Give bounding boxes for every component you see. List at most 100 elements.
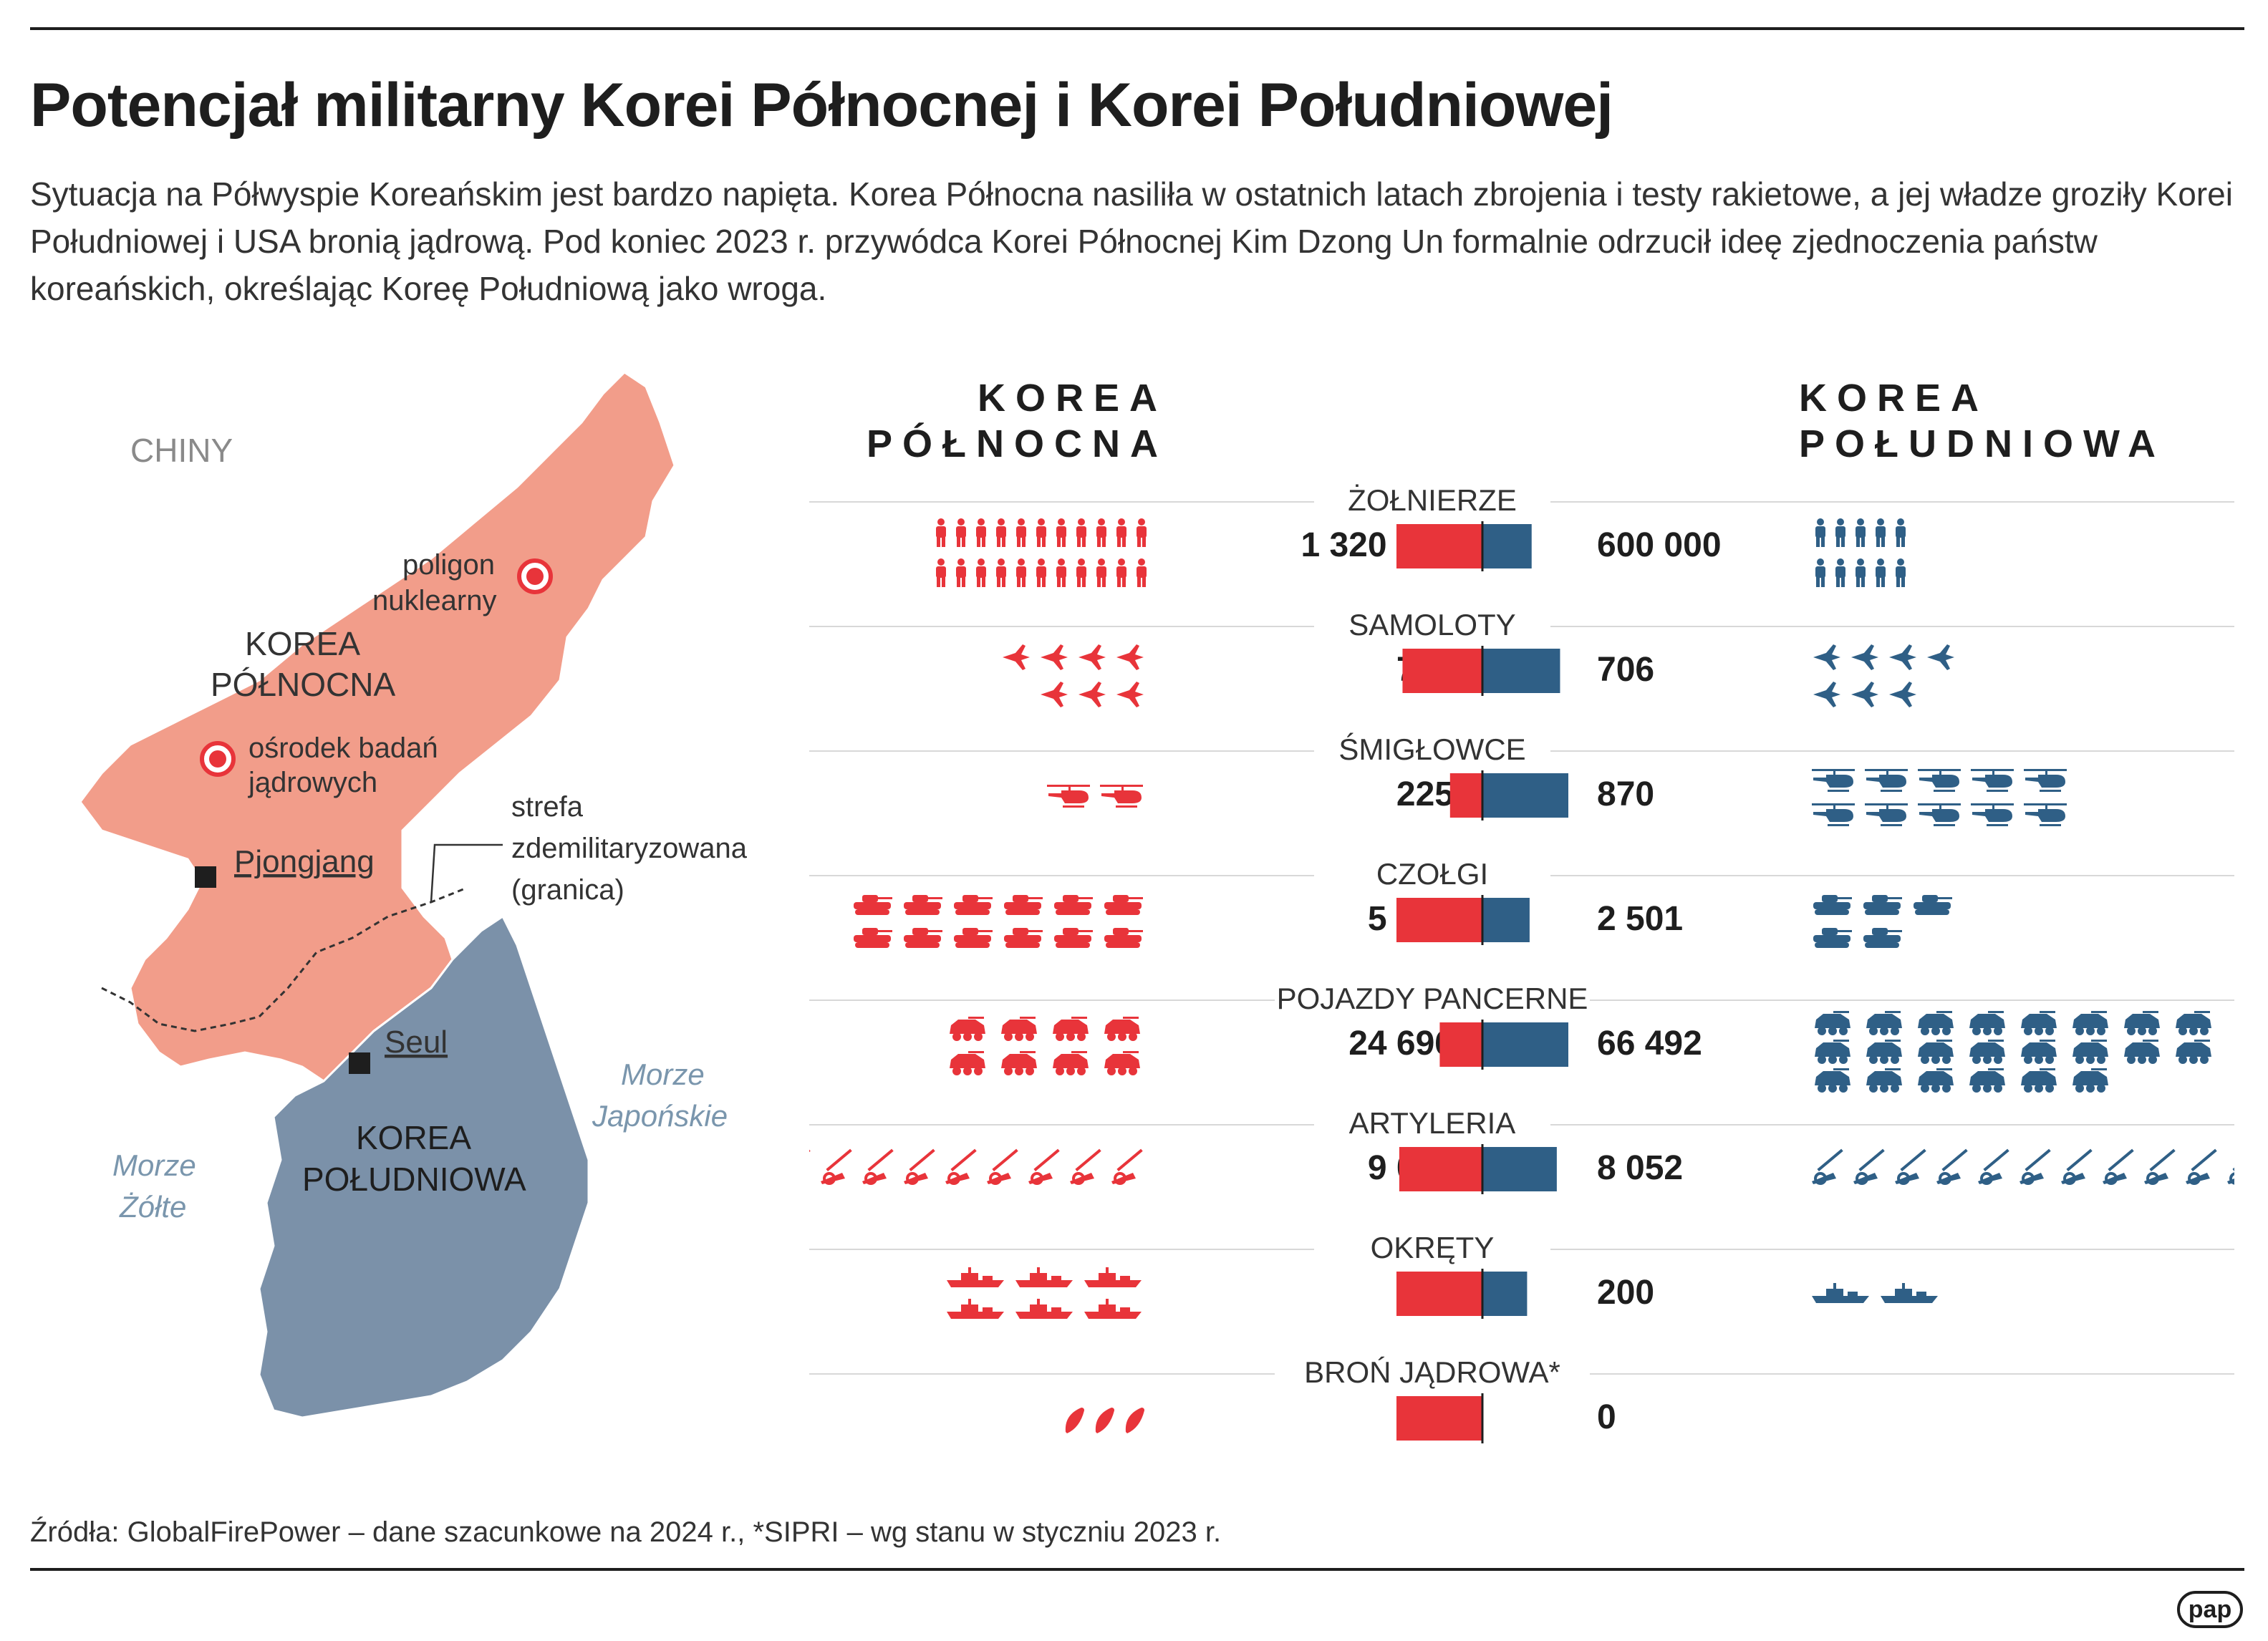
soldier-icon [1835,558,1845,587]
helicopter-icon [1918,769,1961,792]
artillery-icon [904,1148,935,1185]
comparison-bars [1402,646,1560,696]
armored-vehicle-icon [2021,1011,2057,1035]
svg-text:Żółte: Żółte [119,1190,186,1224]
armored-vehicle-icon [1969,1040,2005,1064]
dmz-leader [430,843,503,903]
soldier-icon [1876,558,1886,587]
helicopter-icon [1918,803,1961,826]
south-icons [1815,518,1906,587]
warhead-icon [1065,1408,1084,1433]
armored-vehicle-icon [2072,1040,2108,1064]
south-value-label: 2 501 [1597,900,1684,938]
north-bar [1399,1147,1482,1191]
artillery-icon [2061,1148,2093,1185]
warship-icon [947,1267,1004,1287]
armored-vehicle-icon [2124,1011,2160,1035]
jet-icon [1851,644,1878,670]
tank-icon [1863,928,1902,948]
warship-icon [1015,1267,1073,1287]
south-icons [1812,1148,2234,1185]
category-label: BROŃ JĄDROWA* [1275,1356,1590,1389]
jet-icon [1813,682,1840,707]
dmz-line [101,886,468,1032]
jet-icon [1003,644,1030,670]
svg-text:nuklearny: nuklearny [372,585,496,616]
jet-icon [1116,644,1144,670]
bar-axis [1481,646,1484,696]
armored-vehicle-icon [2176,1011,2211,1035]
north-icons [1065,1408,1144,1433]
warship-icon [1084,1299,1142,1319]
soldier-icon [1856,558,1866,587]
armored-vehicle-icon [2124,1040,2160,1064]
south-korea-shape [258,914,590,1419]
soldier-icon [1116,558,1126,587]
category-row: POJAZDY PANCERNE 24 696 66 492 [809,982,2234,1107]
south-value-label: 8 052 [1597,1149,1684,1187]
bar-axis [1481,1020,1484,1070]
svg-text:Morze: Morze [112,1148,196,1182]
comparison-bars [1399,1144,1557,1194]
south-value-label: 706 [1597,651,1655,689]
south-value-label: 66 492 [1597,1025,1702,1062]
tank-icon [854,895,892,915]
soldier-icon [996,558,1006,587]
armored-vehicle-icon [1815,1068,1850,1093]
category-label: ŚMIGŁOWCE [1314,733,1550,766]
south-bar [1482,1022,1568,1067]
svg-text:ośrodek badań: ośrodek badań [248,732,438,764]
svg-text:POŁUDNIOWA: POŁUDNIOWA [302,1161,526,1198]
armored-vehicle-icon [950,1051,985,1075]
svg-text:poligon: poligon [402,549,495,581]
soldier-icon [1096,518,1106,547]
soldier-icon [1896,518,1906,547]
soldier-icon [1815,518,1825,547]
helicopter-icon [1047,785,1090,808]
artillery-icon [1853,1148,1885,1185]
south-value-label: 600 000 [1597,526,1722,564]
south-bar [1482,898,1530,942]
north-icons [1047,785,1143,808]
bottom-rule [30,1568,2244,1571]
soldier-icon [1036,558,1046,587]
svg-text:strefa: strefa [511,791,584,823]
category-label: CZOŁGI [1314,858,1550,891]
soldier-icon [996,518,1006,547]
south-icons [1813,644,1954,707]
north-bar [1396,1272,1482,1316]
soldier-icon [1076,558,1086,587]
korea-map: CHINY poligon nuklearny KOREA PÓŁNOCNA o… [79,371,748,1419]
svg-text:Morze: Morze [621,1057,705,1091]
jet-icon [1927,644,1954,670]
pap-logo: pap [2177,1591,2243,1628]
soldier-icon [1056,558,1066,587]
armored-vehicle-icon [2021,1040,2057,1064]
comparison-bars [1449,770,1568,820]
armored-vehicle-icon [1918,1011,1954,1035]
bar-axis [1481,1269,1484,1319]
north-icons [809,1148,1143,1185]
soldier-icon [976,558,986,587]
north-icons [950,1017,1140,1075]
svg-text:PÓŁNOCNA: PÓŁNOCNA [211,666,395,703]
armored-vehicle-icon [1918,1040,1954,1064]
jet-icon [1116,682,1144,707]
jet-icon [1041,682,1068,707]
header-north: KOREA PÓŁNOCNA [867,377,1168,465]
south-bar [1482,1272,1528,1316]
soldier-icon [956,518,966,547]
category-row: ŻOŁNIERZE 1 320 000 600 000 [809,484,2234,609]
bar-axis [1481,1393,1484,1443]
north-icons [854,895,1143,948]
south-icons [1805,1385,2234,1471]
armored-vehicle-icon [2176,1040,2211,1064]
south-icons [1813,895,1952,948]
tank-icon [1004,895,1043,915]
soldier-icon [1815,558,1825,587]
armored-vehicle-icon [1815,1040,1850,1064]
south-value-label: 200 [1597,1274,1655,1312]
jet-icon [1078,682,1106,707]
category-row: ŚMIGŁOWCE 225 870 [809,733,2234,858]
